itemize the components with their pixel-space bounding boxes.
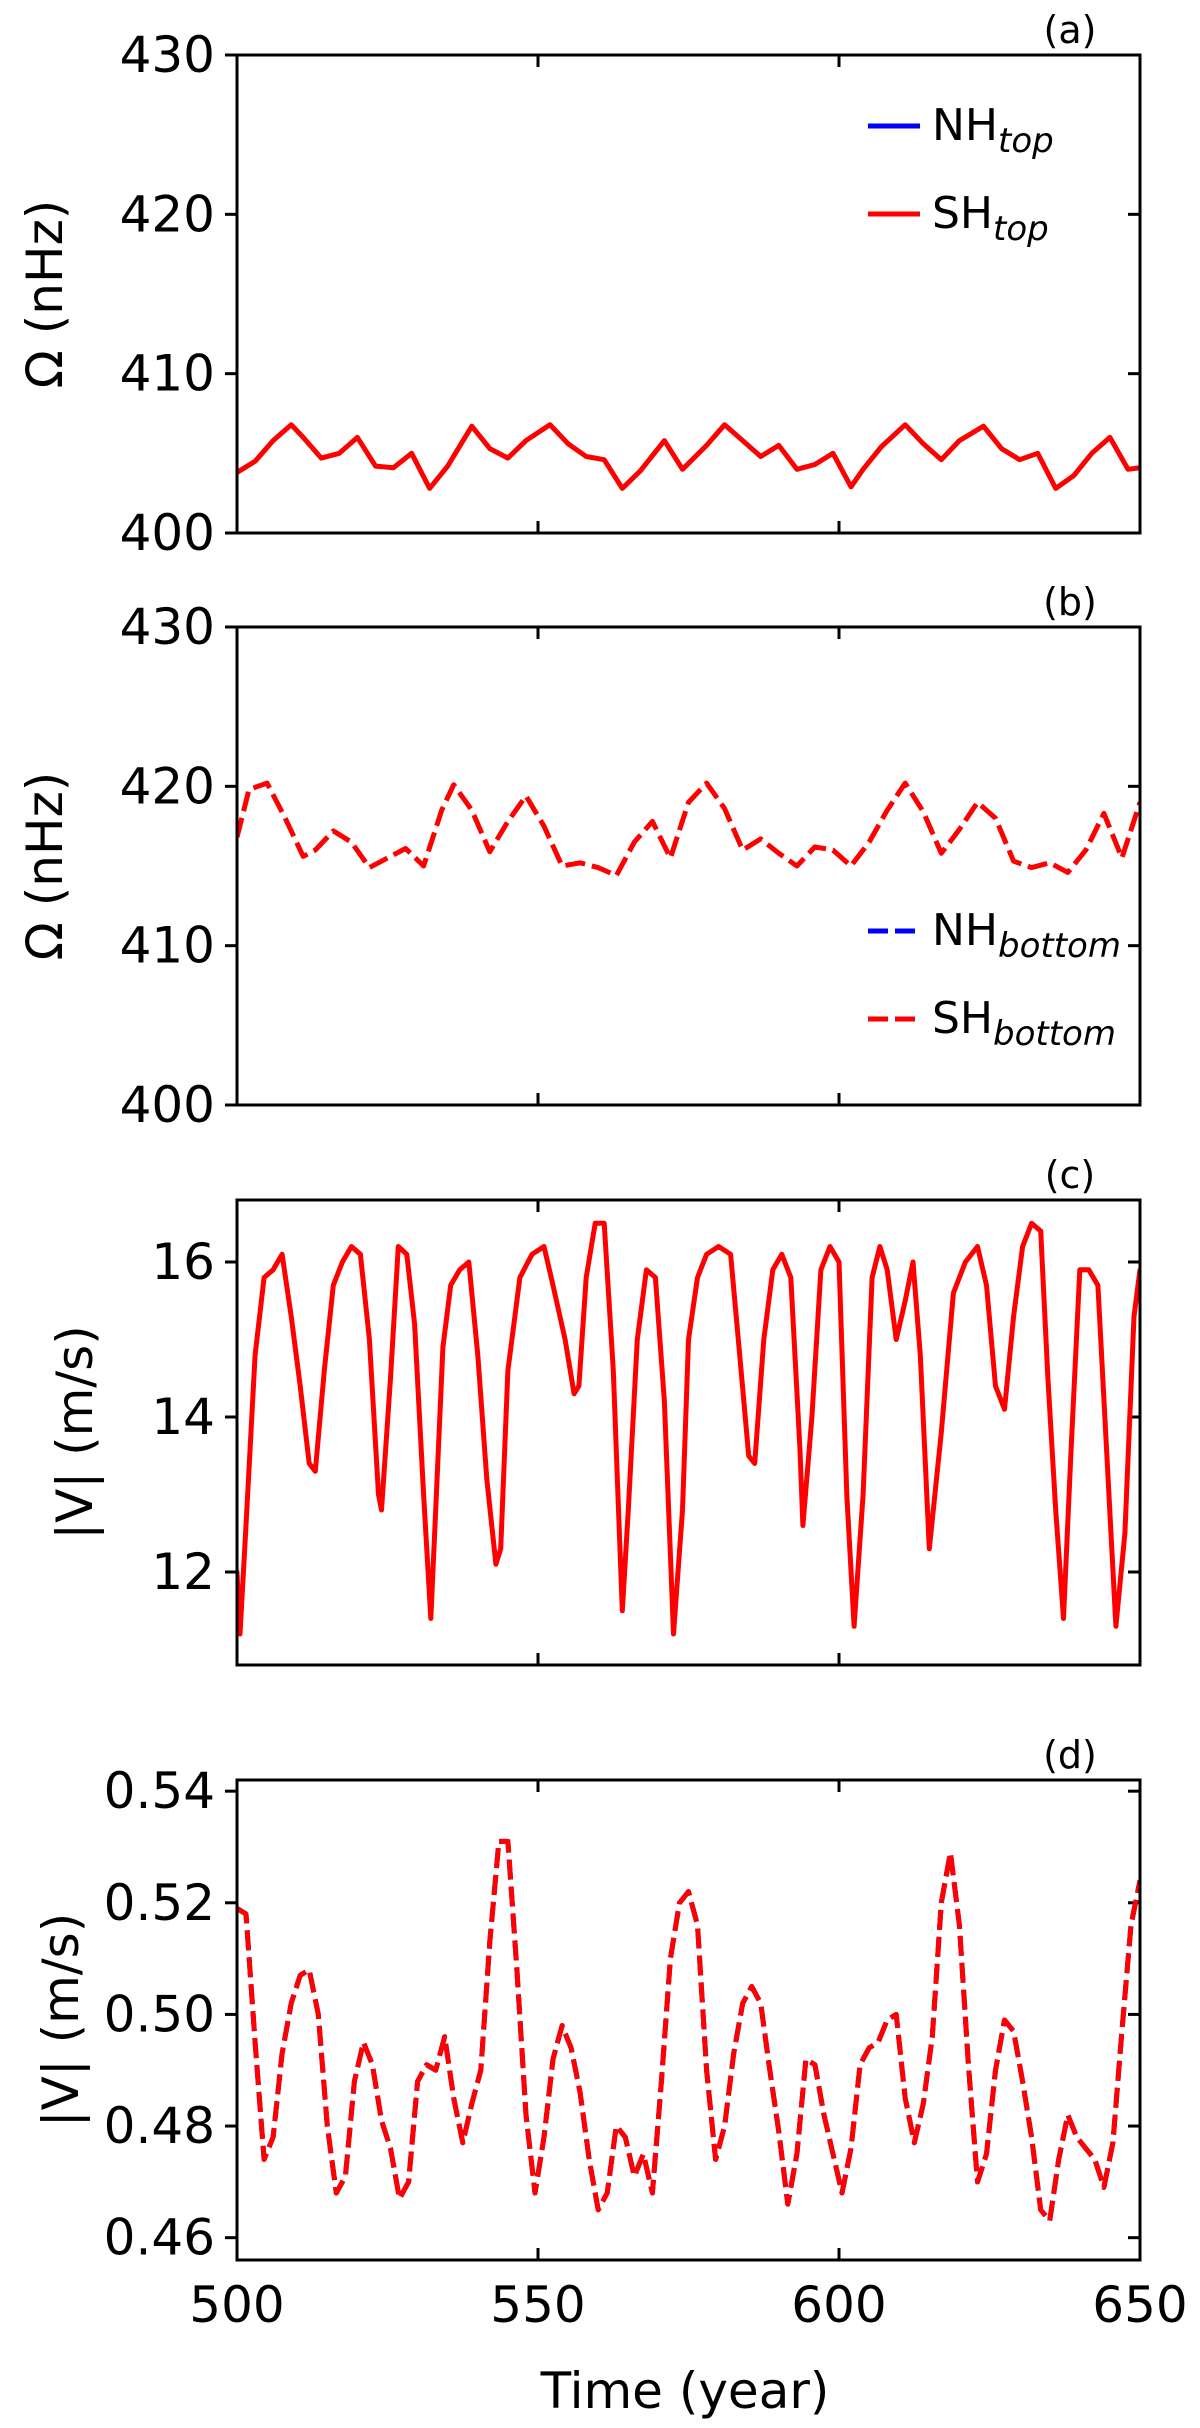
panel-a: 400 410 420 430 Ω (nHz) (a) NHtop SHtop: [16, 8, 1142, 562]
y-axis-label: |V| (m/s): [32, 1913, 90, 2127]
legend-label-nh: NHtop: [932, 100, 1054, 161]
y-tick-label: 16: [151, 1233, 215, 1291]
legend-subscript: bottom: [993, 1014, 1116, 1054]
y-tick-label: 430: [120, 26, 215, 84]
x-tick-label: 650: [1092, 2276, 1187, 2334]
y-tick-label: 420: [120, 757, 215, 815]
x-axis-label: Time (year): [540, 2362, 830, 2420]
panel-b: 400 410 420 430 Ω (nHz) (b) NHbottom SHbottom: [16, 580, 1142, 1134]
x-tick-label: 500: [189, 2276, 284, 2334]
series-line-sh: [237, 1838, 1140, 2224]
y-tick-label: 400: [120, 1076, 215, 1134]
axes-frame: [235, 625, 1142, 1107]
legend-subscript: bottom: [998, 926, 1121, 966]
y-tick-label: 12: [151, 1543, 215, 1601]
y-axis-label: Ω (nHz): [16, 772, 74, 961]
y-tick-label: 0.46: [104, 2209, 215, 2267]
legend-subscript: top: [993, 209, 1049, 249]
y-tick-label: 0.54: [104, 1762, 215, 1820]
y-tick-label: 410: [120, 917, 215, 975]
x-tick-label: 550: [490, 2276, 585, 2334]
panel-tag: (c): [1045, 1153, 1096, 1197]
axes-frame: [235, 1778, 1142, 2262]
y-tick-label: 430: [120, 598, 215, 656]
x-tick-label: 600: [791, 2276, 886, 2334]
legend-label-sh: SHtop: [932, 188, 1049, 249]
y-tick-label: 0.50: [104, 1985, 215, 2043]
y-tick-label: 420: [120, 185, 215, 243]
panel-c: 12 14 16 |V| (m/s) (c): [46, 1153, 1142, 1667]
y-axis-label: |V| (m/s): [46, 1325, 104, 1539]
panel-tag: (a): [1044, 8, 1097, 52]
series-line-nh: [237, 1838, 1140, 2224]
legend-label-sh: SHbottom: [932, 993, 1116, 1054]
panel-tag: (b): [1043, 580, 1097, 624]
panel-d: 500 550 600 650 0.46 0.48 0.50 0.52 0.54 |V| (m/s…: [32, 1733, 1188, 2334]
panel-tag: (d): [1043, 1733, 1097, 1777]
y-tick-label: 400: [120, 504, 215, 562]
series-line-sh: [237, 780, 1140, 879]
y-tick-label: 0.52: [104, 1874, 215, 1932]
axes-frame: [235, 1198, 1142, 1667]
y-axis-label: Ω (nHz): [16, 200, 74, 389]
y-tick-label: 14: [151, 1388, 215, 1446]
y-tick-label: 410: [120, 345, 215, 403]
y-tick-label: 0.48: [104, 2097, 215, 2155]
axes-frame: [235, 53, 1142, 535]
series-line-sh: [237, 1220, 1140, 1637]
legend-label-nh: NHbottom: [932, 905, 1121, 966]
series-line-sh: [237, 422, 1140, 491]
legend-subscript: top: [998, 121, 1054, 161]
